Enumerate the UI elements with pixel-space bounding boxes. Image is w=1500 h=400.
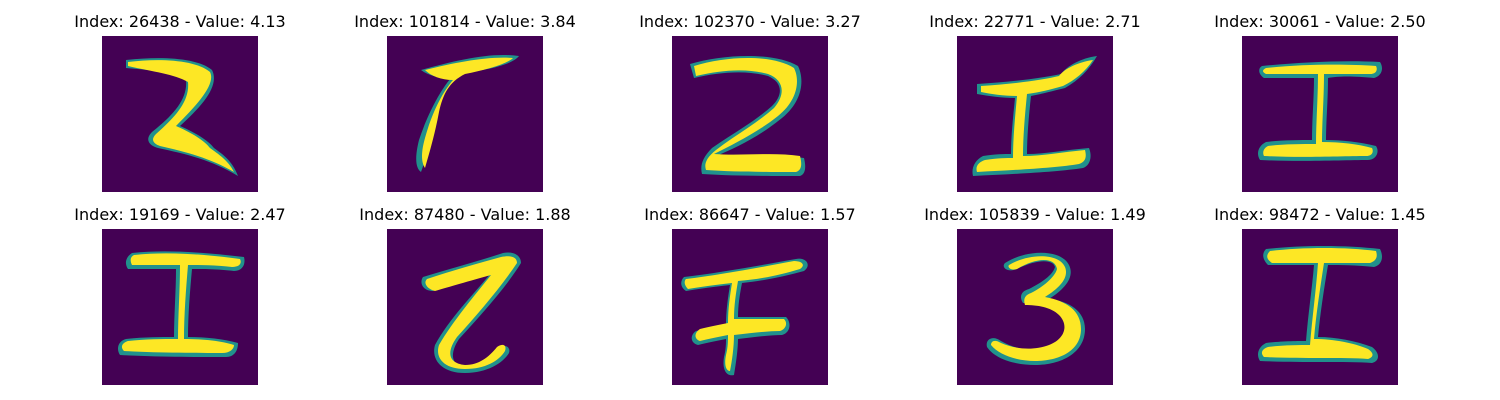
- digit-7-glyph: [416, 54, 519, 173]
- digit-2-glyph: [126, 58, 238, 176]
- panel-cell: Index: 86647 - Value: 1.57: [620, 205, 880, 385]
- panel-title: Index: 87480 - Value: 1.88: [359, 205, 571, 224]
- digit-1-glyph: [972, 56, 1097, 176]
- digit-2-glyph: [690, 56, 806, 176]
- panel-title: Index: 22771 - Value: 2.71: [929, 12, 1141, 31]
- digit-1-glyph: [118, 251, 245, 357]
- panel-cell: Index: 87480 - Value: 1.88: [335, 205, 595, 385]
- digit-image: [1242, 36, 1398, 192]
- panel-title: Index: 102370 - Value: 3.27: [639, 12, 861, 31]
- panel-cell: Index: 19169 - Value: 2.47: [50, 205, 310, 385]
- digit-image: [102, 36, 258, 192]
- panel-title: Index: 26438 - Value: 4.13: [74, 12, 286, 31]
- panel-cell: Index: 105839 - Value: 1.49: [905, 205, 1165, 385]
- digit-1-glyph: [1258, 246, 1382, 363]
- panel-cell: Index: 22771 - Value: 2.71: [905, 12, 1165, 192]
- panel-cell: Index: 102370 - Value: 3.27: [620, 12, 880, 192]
- panel-title: Index: 98472 - Value: 1.45: [1214, 205, 1426, 224]
- digit-image: [957, 229, 1113, 385]
- digit-2-glyph: [421, 252, 521, 373]
- panel-title: Index: 101814 - Value: 3.84: [354, 12, 576, 31]
- digit-image: [672, 36, 828, 192]
- digit-image: [387, 229, 543, 385]
- panel-cell: Index: 26438 - Value: 4.13: [50, 12, 310, 192]
- panel-title: Index: 30061 - Value: 2.50: [1214, 12, 1426, 31]
- panel-title: Index: 105839 - Value: 1.49: [924, 205, 1146, 224]
- panel-title: Index: 86647 - Value: 1.57: [644, 205, 856, 224]
- digit-image: [957, 36, 1113, 192]
- digit-1-glyph: [1258, 61, 1382, 161]
- digit-image: [1242, 229, 1398, 385]
- digit-image: [102, 229, 258, 385]
- panel-cell: Index: 101814 - Value: 3.84: [335, 12, 595, 192]
- digit-f-glyph: [681, 258, 808, 376]
- panel-cell: Index: 98472 - Value: 1.45: [1190, 205, 1450, 385]
- digit-image: [387, 36, 543, 192]
- panel-title: Index: 19169 - Value: 2.47: [74, 205, 286, 224]
- digit-image: [672, 229, 828, 385]
- digit-3-glyph: [986, 252, 1085, 365]
- panel-cell: Index: 30061 - Value: 2.50: [1190, 12, 1450, 192]
